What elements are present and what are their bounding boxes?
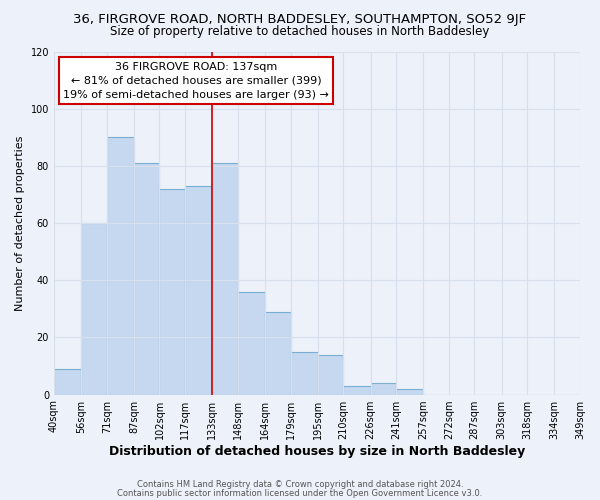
Bar — [371, 383, 396, 394]
Bar — [396, 389, 424, 394]
Bar — [160, 188, 185, 394]
Bar — [238, 292, 265, 395]
Bar — [290, 352, 318, 395]
Text: Size of property relative to detached houses in North Baddesley: Size of property relative to detached ho… — [110, 25, 490, 38]
Y-axis label: Number of detached properties: Number of detached properties — [15, 136, 25, 310]
Text: 36 FIRGROVE ROAD: 137sqm
← 81% of detached houses are smaller (399)
19% of semi-: 36 FIRGROVE ROAD: 137sqm ← 81% of detach… — [63, 62, 329, 100]
Bar — [318, 354, 343, 395]
Bar — [212, 163, 238, 394]
Bar — [343, 386, 371, 394]
Bar — [134, 163, 160, 394]
X-axis label: Distribution of detached houses by size in North Baddesley: Distribution of detached houses by size … — [109, 444, 525, 458]
Bar — [265, 312, 290, 394]
Bar — [107, 138, 134, 394]
Text: Contains public sector information licensed under the Open Government Licence v3: Contains public sector information licen… — [118, 488, 482, 498]
Bar — [185, 186, 212, 394]
Text: 36, FIRGROVE ROAD, NORTH BADDESLEY, SOUTHAMPTON, SO52 9JF: 36, FIRGROVE ROAD, NORTH BADDESLEY, SOUT… — [73, 12, 527, 26]
Bar — [54, 369, 81, 394]
Bar — [81, 223, 107, 394]
Text: Contains HM Land Registry data © Crown copyright and database right 2024.: Contains HM Land Registry data © Crown c… — [137, 480, 463, 489]
